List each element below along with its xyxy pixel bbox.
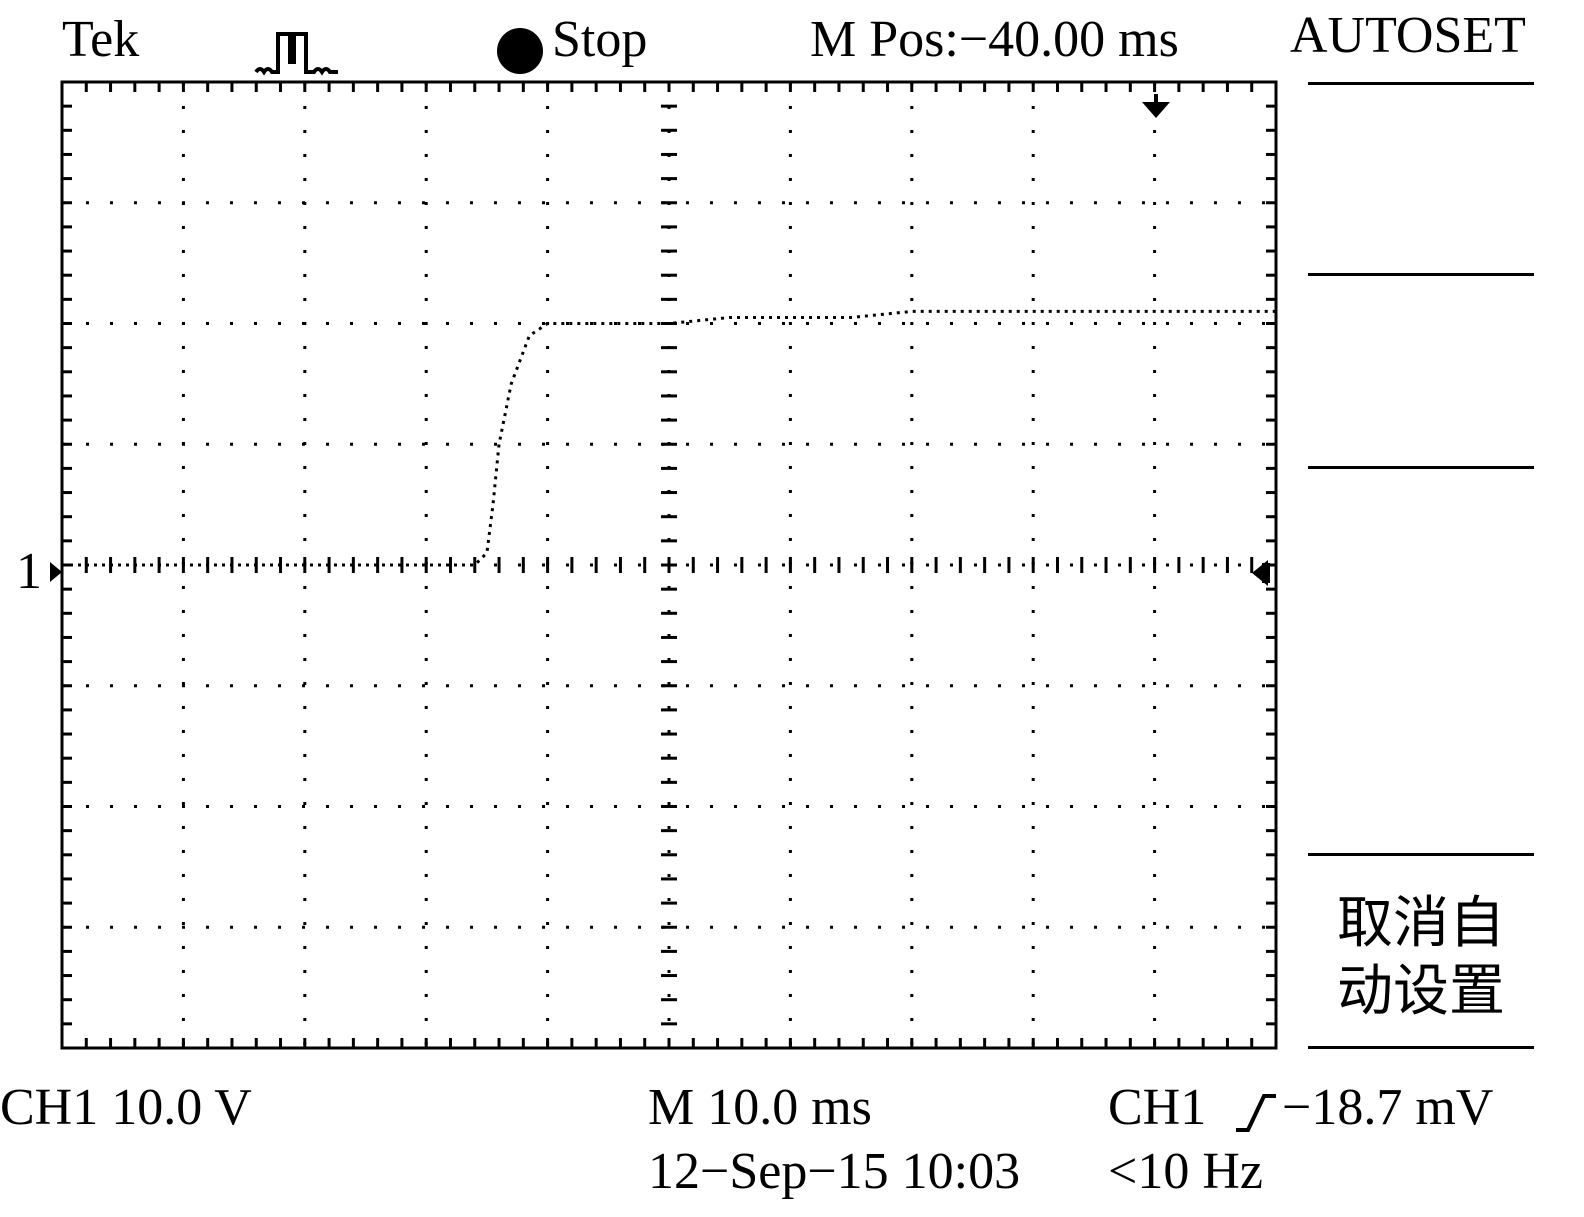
autoset-menu-title: AUTOSET [1290,7,1526,64]
rising-edge-icon [1236,1094,1276,1132]
acquire-pulse-icon [254,32,338,76]
ch1-waveform-line [62,309,1276,567]
graticule-ticks [60,80,1278,1050]
trigger-position-marker-icon [1142,102,1170,118]
menu-divider [1308,273,1534,276]
run-state: Stop [552,11,648,68]
menu-divider [1308,1046,1534,1049]
cancel-autoset-line1: 取消自 [1337,891,1505,956]
ch1-trace [62,309,1276,567]
cancel-autoset-line2: 动设置 [1337,959,1505,1024]
date-time: 12−Sep−15 10:03 [648,1143,1021,1200]
channel-ground-marker-icon [50,562,62,582]
timebase: M 10.0 ms [648,1079,872,1136]
channel-ground-marker-label: 1 [16,543,42,600]
menu-divider [1308,853,1534,856]
trigger-source: CH1 [1108,1079,1207,1136]
trigger-position-marker-stem [1154,94,1158,104]
trigger-level-marker-stem [1262,563,1270,583]
cancel-autoset-button[interactable]: 取消自 动设置 [1308,890,1534,1026]
ch1-scale: CH1 10.0 V [0,1079,252,1136]
trigger-frequency: <10 Hz [1108,1143,1263,1200]
trigger-level: −18.7 mV [1282,1079,1494,1136]
brand-label: Tek [62,11,140,68]
stop-indicator-icon [497,28,543,74]
menu-divider [1308,82,1534,85]
menu-divider [1308,466,1534,469]
horizontal-position: M Pos:−40.00 ms [810,11,1179,68]
